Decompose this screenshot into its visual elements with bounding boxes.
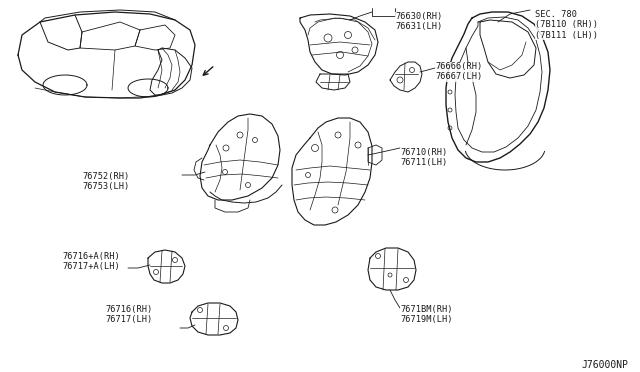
Text: 76716(RH)
76717(LH): 76716(RH) 76717(LH) (105, 305, 152, 324)
Text: 76630(RH)
76631(LH): 76630(RH) 76631(LH) (395, 12, 442, 31)
Text: 76710(RH)
76711(LH): 76710(RH) 76711(LH) (400, 148, 447, 167)
Text: 7671BM(RH)
76719M(LH): 7671BM(RH) 76719M(LH) (400, 305, 452, 324)
Text: 76716+A(RH)
76717+A(LH): 76716+A(RH) 76717+A(LH) (62, 252, 120, 272)
Text: 76666(RH)
76667(LH): 76666(RH) 76667(LH) (435, 62, 483, 81)
Text: SEC. 780
(7B110 (RH))
(7B111 (LH)): SEC. 780 (7B110 (RH)) (7B111 (LH)) (535, 10, 598, 40)
Text: J76000NP: J76000NP (581, 360, 628, 370)
Text: 76752(RH)
76753(LH): 76752(RH) 76753(LH) (83, 172, 130, 192)
